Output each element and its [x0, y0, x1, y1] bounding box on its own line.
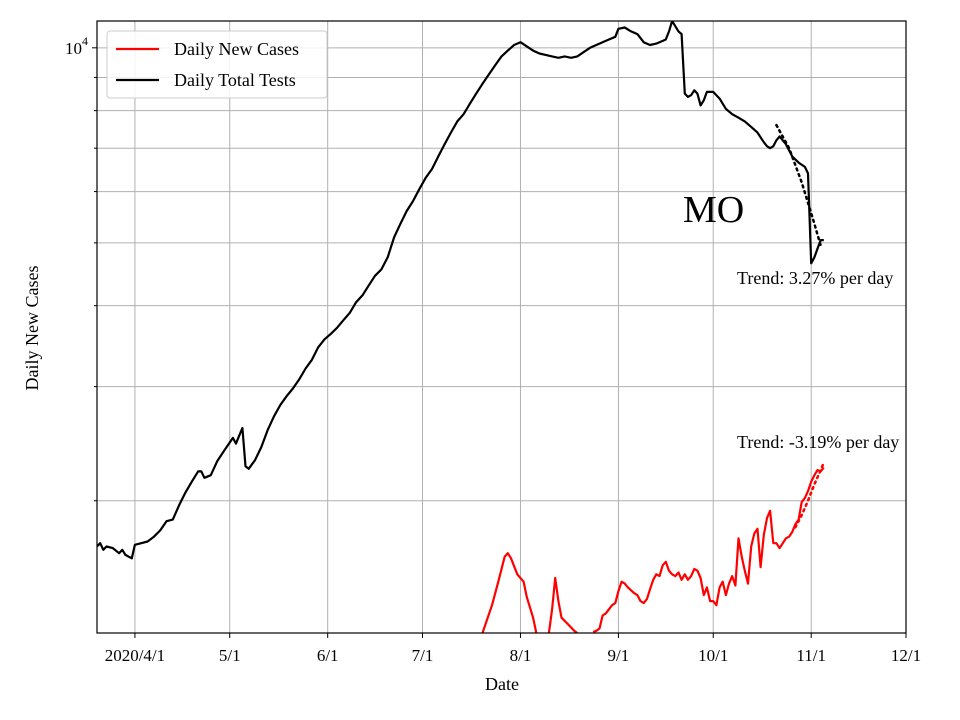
trend-line-1: [794, 461, 826, 529]
cases-trend-annotation: Trend: -3.19% per day: [737, 432, 899, 452]
trend-layer: [775, 123, 826, 529]
legend-box: [106, 30, 328, 99]
trend-line-0: [775, 123, 822, 247]
y-axis-label: Daily New Cases: [22, 266, 42, 391]
y-tick-label: 104: [65, 34, 88, 58]
x-tick-label: 6/1: [317, 646, 339, 665]
x-tick-label: 7/1: [412, 646, 434, 665]
legend-label-daily-new-cases: Daily New Cases: [174, 39, 299, 59]
legend: Daily New Cases Daily Total Tests: [106, 30, 328, 99]
x-tick-label: 9/1: [608, 646, 630, 665]
state-annotation: MO: [683, 189, 744, 231]
tick-layer: 2020/4/1 5/1 6/1 7/1 8/1 9/1 10/1 11/1 12/1 104: [65, 34, 921, 665]
x-tick-label: 2020/4/1: [105, 646, 165, 665]
series-line-daily-new-cases: [592, 466, 825, 633]
x-tick-label: 8/1: [510, 646, 532, 665]
series-line-daily-new-cases: [481, 552, 538, 633]
x-tick-label: 10/1: [698, 646, 728, 665]
x-tick-label: 11/1: [796, 646, 826, 665]
x-tick-label: 12/1: [891, 646, 921, 665]
series-line-daily-total-tests: [97, 21, 824, 560]
series-layer: [97, 21, 825, 633]
plot-frame: [96, 20, 907, 634]
x-axis-label: Date: [485, 674, 519, 694]
tests-trend-annotation: Trend: 3.27% per day: [737, 268, 893, 288]
grid-layer: [97, 21, 907, 633]
legend-label-daily-total-tests: Daily Total Tests: [174, 70, 296, 90]
x-tick-label: 5/1: [219, 646, 241, 665]
series-line-daily-new-cases: [547, 576, 578, 633]
